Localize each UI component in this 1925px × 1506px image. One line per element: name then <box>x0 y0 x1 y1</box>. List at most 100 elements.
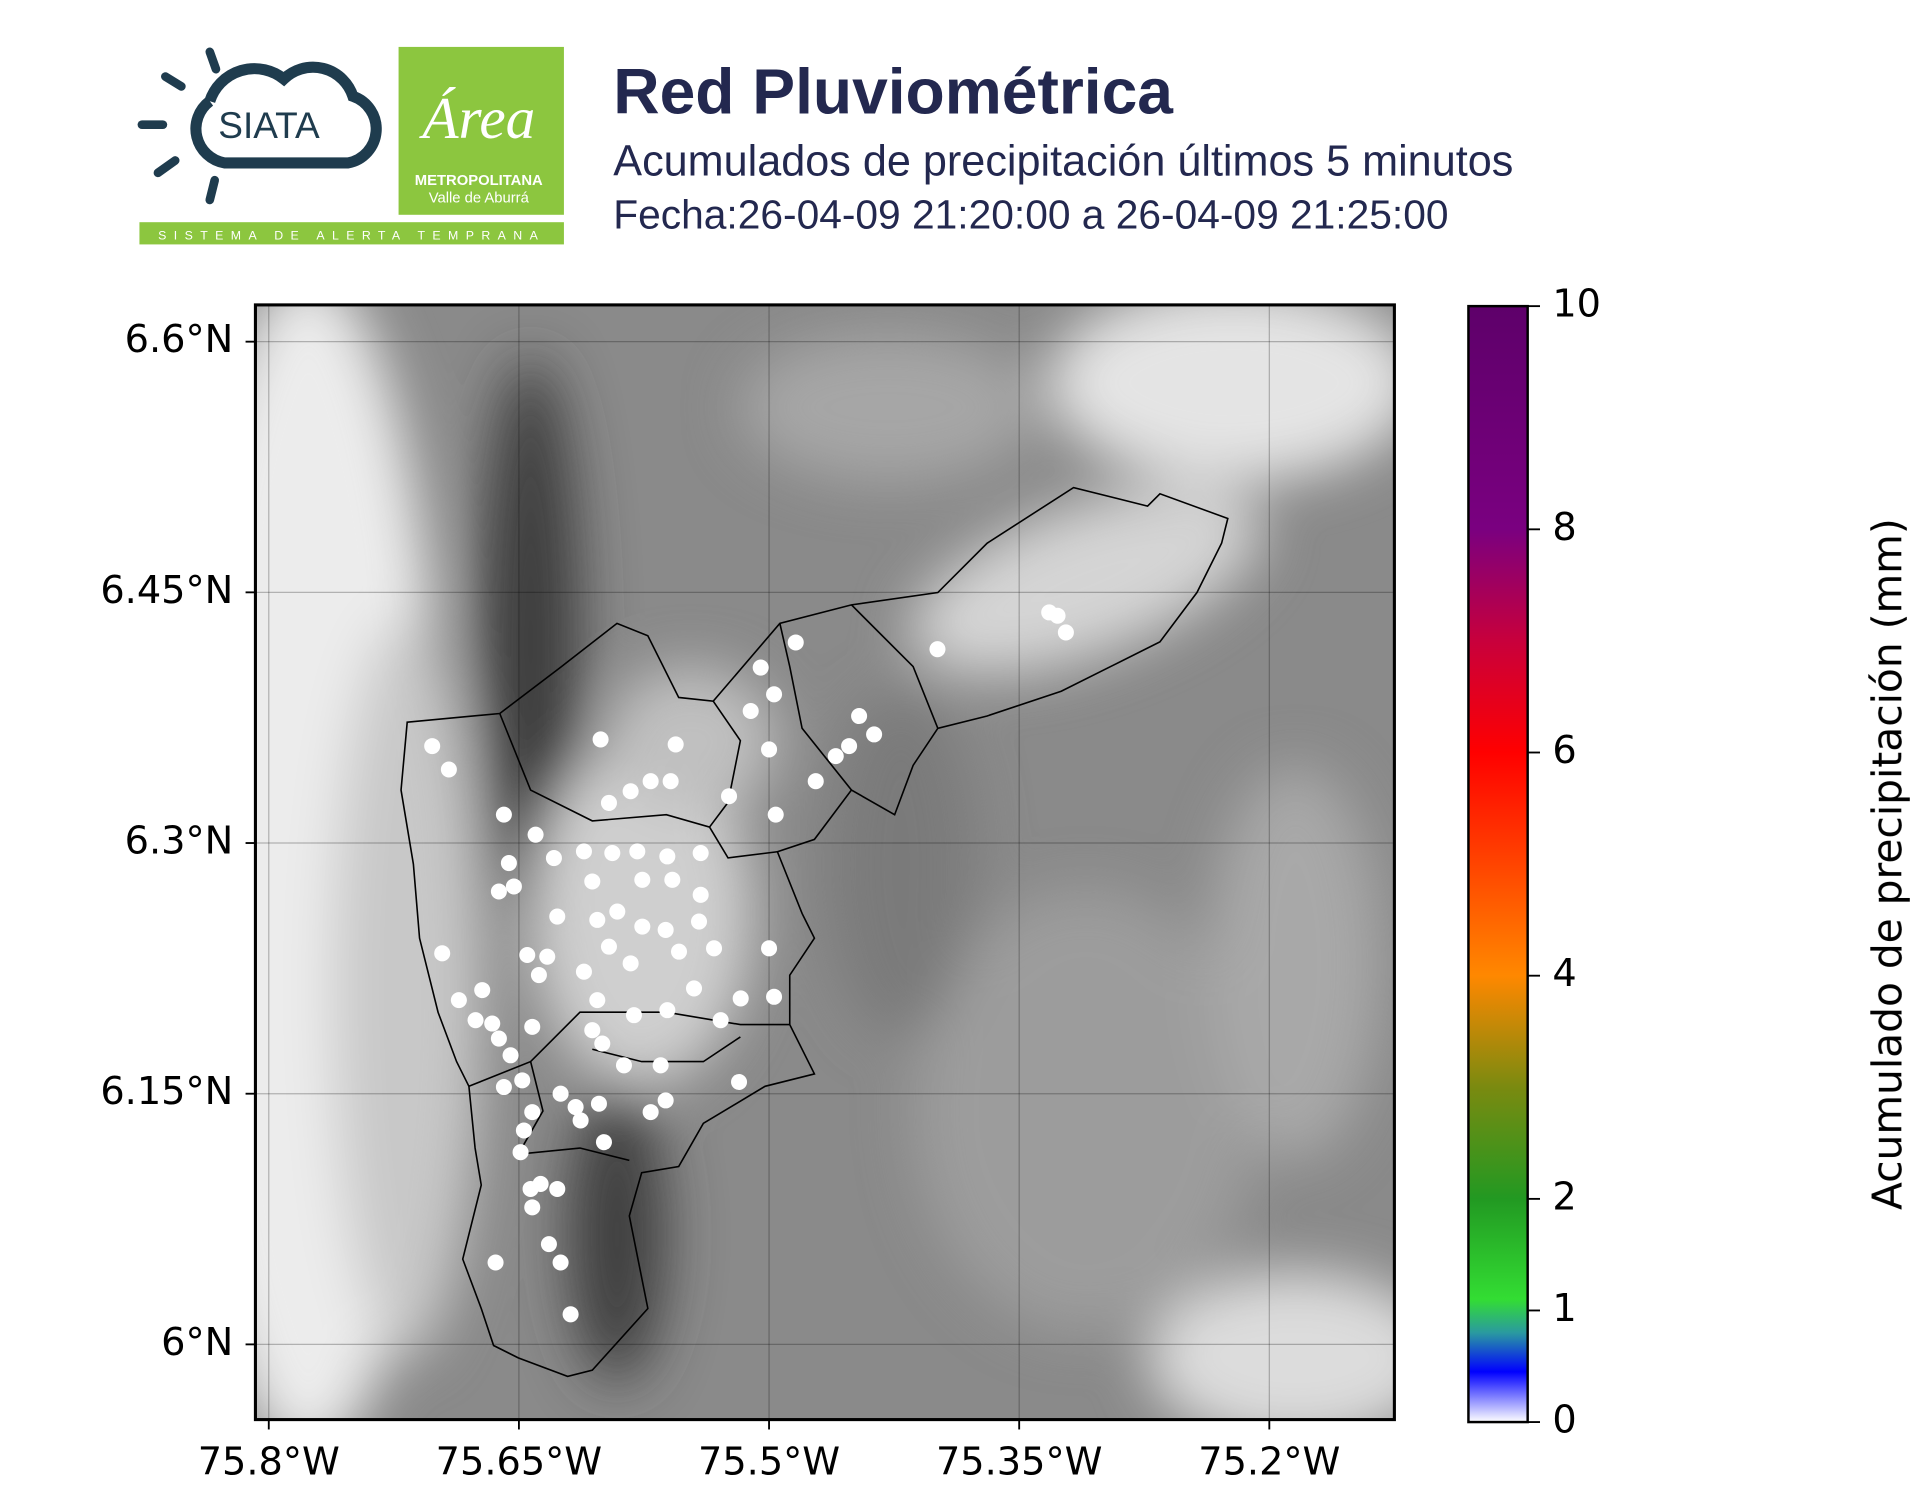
x-tick-label: 75.35°W <box>936 1440 1102 1485</box>
station <box>589 992 606 1009</box>
station <box>690 913 708 930</box>
station <box>604 845 621 862</box>
station <box>592 731 609 748</box>
station <box>545 850 562 867</box>
colorbar-label: Acumulado de precipitación (mm) <box>1863 518 1911 1210</box>
station <box>629 843 646 860</box>
area-text: Área <box>418 85 535 151</box>
station <box>590 1095 607 1112</box>
y-tick-label: 6.3°N <box>125 819 234 864</box>
station <box>524 1104 541 1121</box>
station <box>530 967 547 984</box>
station <box>532 1175 549 1192</box>
colorbar-tick-label: 1 <box>1552 1286 1576 1331</box>
station <box>866 726 883 743</box>
subtitle: Acumulados de precipitación últimos 5 mi… <box>613 137 1513 185</box>
map-ticks: 75.8°W 75.65°W 75.5°W 75.35°W 75.2°W 6.6°N 6.4… <box>100 317 1340 1484</box>
station <box>752 659 769 676</box>
station <box>1049 607 1066 624</box>
station <box>549 1180 566 1197</box>
station <box>634 871 651 888</box>
station <box>575 843 592 860</box>
station <box>827 748 844 765</box>
station <box>490 1030 507 1047</box>
grid <box>255 304 1395 1420</box>
x-tick-label: 75.8°W <box>198 1440 340 1485</box>
x-tick-label: 75.2°W <box>1198 1440 1340 1485</box>
station <box>514 1072 531 1089</box>
station <box>664 871 681 888</box>
station <box>732 990 749 1007</box>
station <box>667 736 684 753</box>
colorbar-tick-label: 2 <box>1552 1174 1576 1219</box>
station <box>642 1104 659 1121</box>
station <box>657 921 674 938</box>
station <box>500 855 517 872</box>
station <box>659 1002 676 1019</box>
station <box>552 1085 569 1102</box>
station <box>642 773 659 790</box>
siata-text: SIATA <box>218 104 320 146</box>
station <box>609 903 626 920</box>
colorbar-tick-label: 4 <box>1552 951 1576 996</box>
station <box>712 1012 729 1029</box>
station <box>662 773 679 790</box>
station <box>622 783 639 800</box>
colorbar-ticks: 0 1 2 4 6 8 10 <box>1527 282 1601 1443</box>
station <box>552 1254 569 1271</box>
colorbar-tick-label: 10 <box>1552 282 1601 327</box>
station <box>562 1306 579 1323</box>
station <box>929 641 946 658</box>
station <box>584 873 601 890</box>
station <box>434 945 451 962</box>
station <box>502 1047 519 1064</box>
station <box>634 918 651 935</box>
station <box>851 707 868 725</box>
station <box>519 946 536 964</box>
y-tick-label: 6.45°N <box>100 568 233 613</box>
station <box>467 1012 484 1029</box>
map-frame <box>253 303 1396 1422</box>
station <box>539 948 556 965</box>
station <box>652 1057 669 1074</box>
y-tick-label: 6°N <box>161 1320 233 1365</box>
station <box>657 1092 674 1109</box>
station <box>527 826 544 843</box>
station <box>766 686 783 703</box>
station <box>659 848 676 865</box>
station <box>692 886 709 903</box>
station <box>490 883 507 900</box>
y-tick-label: 6.6°N <box>125 317 234 362</box>
station <box>841 738 858 755</box>
colorbar-tick-label: 8 <box>1552 505 1576 550</box>
station <box>766 988 783 1005</box>
station <box>524 1199 541 1216</box>
area-line2: Valle de Aburrá <box>429 190 530 206</box>
station <box>515 1122 532 1139</box>
station <box>692 845 709 862</box>
station <box>594 1035 611 1052</box>
station <box>670 943 688 960</box>
station <box>807 773 824 790</box>
station <box>584 1022 601 1039</box>
station <box>487 1254 504 1271</box>
station <box>512 1144 529 1161</box>
terrain <box>255 304 1395 1420</box>
station <box>572 1112 589 1129</box>
title: Red Pluviométrica <box>613 56 1174 128</box>
station <box>600 938 617 955</box>
colorbar <box>1467 304 1529 1424</box>
station <box>495 1078 512 1096</box>
stations <box>424 604 1074 1323</box>
x-tick-label: 75.5°W <box>698 1440 840 1485</box>
region-boundary <box>400 486 1229 1378</box>
station <box>705 940 723 957</box>
station <box>685 980 703 997</box>
station <box>615 1057 632 1074</box>
station <box>721 788 738 805</box>
station <box>625 1007 642 1024</box>
station <box>524 1018 541 1035</box>
strip-text: SISTEMA DE ALERTA TEMPRANA <box>158 228 545 242</box>
